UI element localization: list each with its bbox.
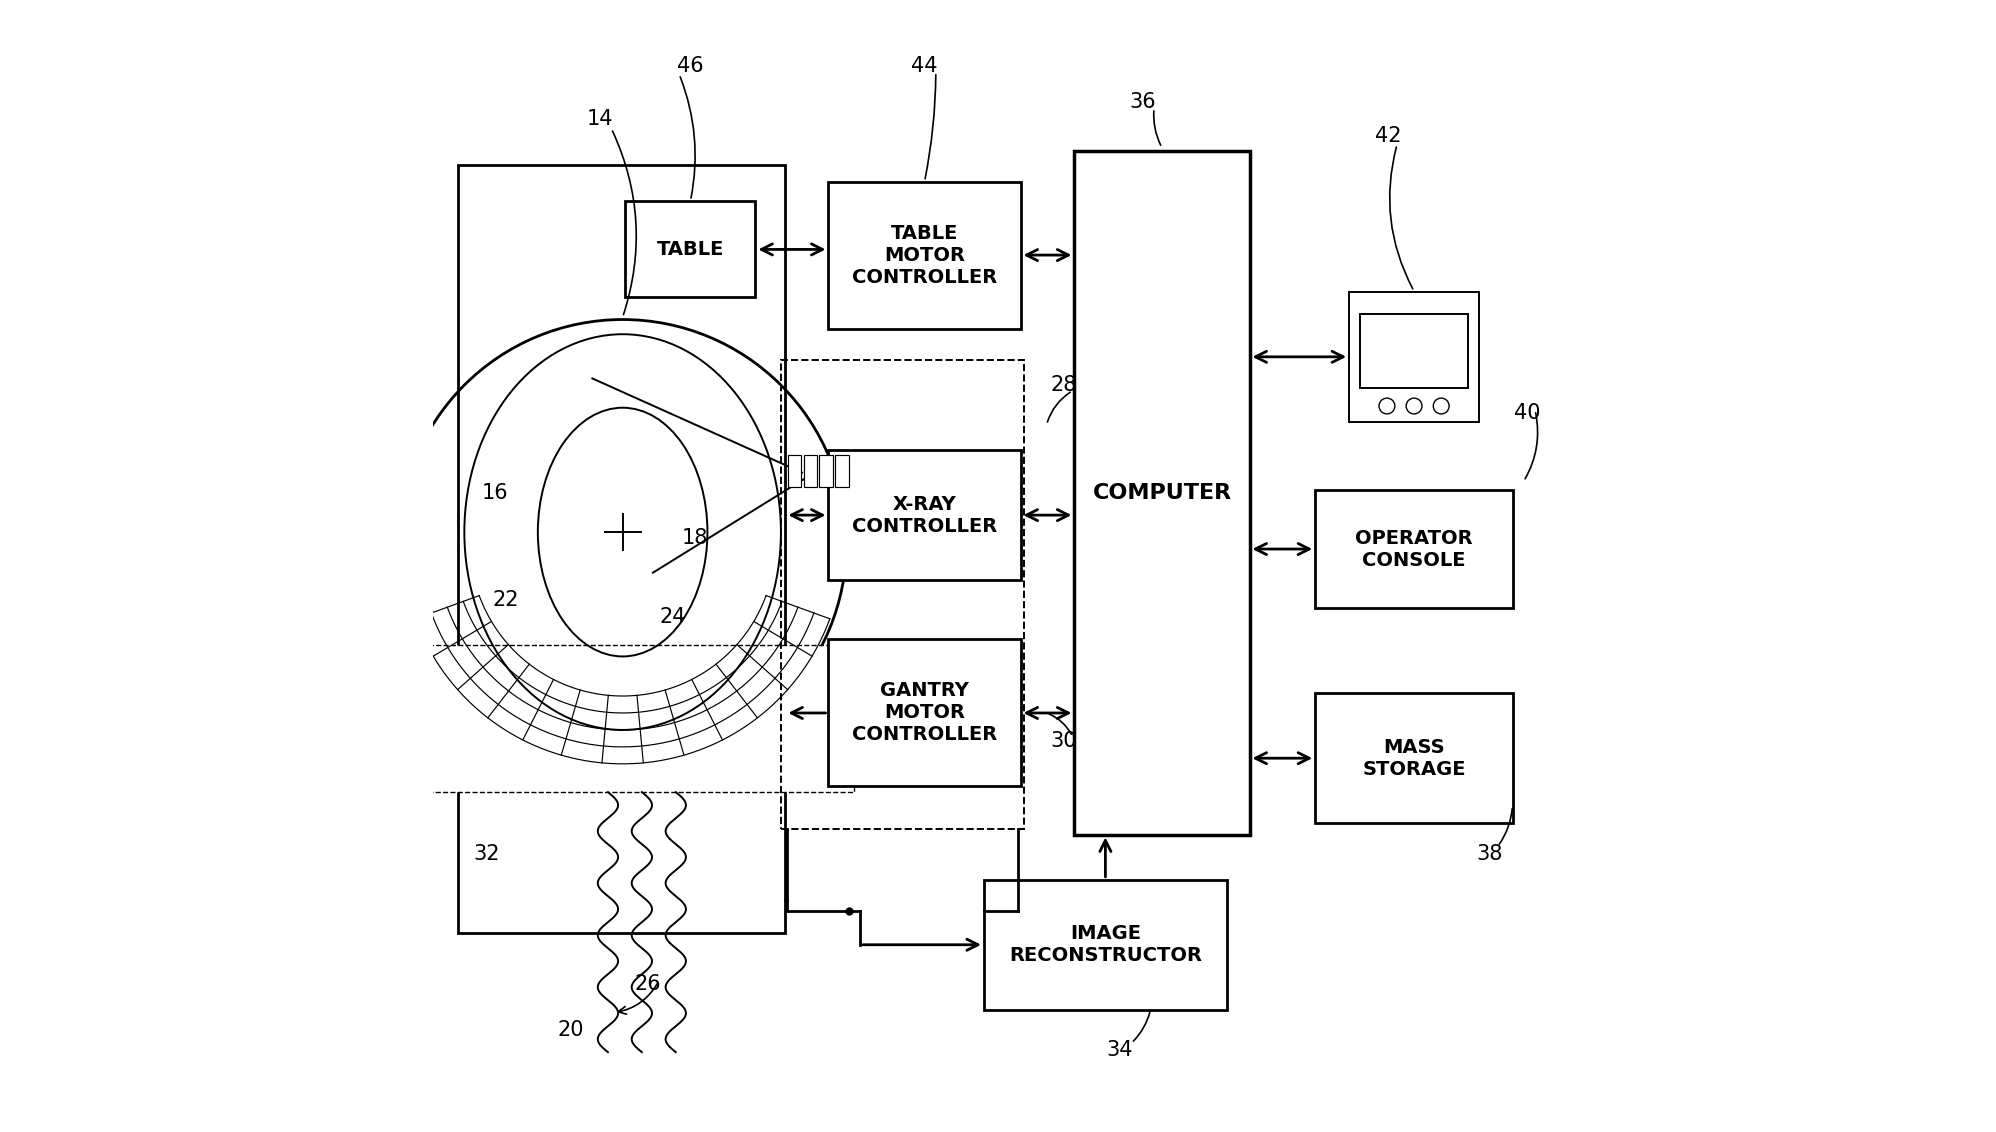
Text: 38: 38	[1477, 844, 1503, 865]
Text: 34: 34	[1108, 1040, 1134, 1060]
Bar	[788, 455, 800, 487]
Bar	[828, 181, 1020, 328]
Text: 14: 14	[587, 110, 613, 129]
Text: TABLE: TABLE	[657, 240, 725, 259]
Text: 46: 46	[677, 57, 705, 76]
Text: 32: 32	[473, 844, 501, 865]
Text: OPERATOR
CONSOLE: OPERATOR CONSOLE	[1355, 529, 1473, 569]
Text: 36: 36	[1130, 93, 1156, 112]
Bar	[1349, 292, 1479, 422]
Text: 20: 20	[557, 1020, 585, 1039]
Text: 44: 44	[912, 57, 938, 76]
Bar	[1315, 693, 1513, 823]
Bar	[820, 455, 832, 487]
Bar	[828, 451, 1020, 580]
Bar	[457, 164, 786, 934]
Text: 26: 26	[635, 975, 661, 994]
Bar	[984, 880, 1228, 1010]
Text: IMAGE
RECONSTRUCTOR: IMAGE RECONSTRUCTOR	[1008, 924, 1202, 966]
Text: 18: 18	[683, 528, 709, 548]
Text: 28: 28	[1050, 375, 1076, 395]
Text: COMPUTER: COMPUTER	[1092, 482, 1232, 503]
Bar	[834, 455, 848, 487]
Text: GANTRY
MOTOR
CONTROLLER: GANTRY MOTOR CONTROLLER	[852, 681, 998, 745]
Bar	[1315, 490, 1513, 608]
Text: X-RAY
CONTROLLER: X-RAY CONTROLLER	[852, 495, 998, 535]
Bar	[1074, 151, 1249, 834]
Text: MASS
STORAGE: MASS STORAGE	[1363, 738, 1465, 779]
Bar	[804, 455, 816, 487]
Text: 40: 40	[1513, 403, 1541, 423]
Text: 42: 42	[1375, 127, 1401, 146]
Text: TABLE
MOTOR
CONTROLLER: TABLE MOTOR CONTROLLER	[852, 224, 998, 286]
Text: 22: 22	[493, 590, 519, 610]
Bar	[828, 640, 1020, 787]
Bar	[625, 201, 754, 298]
Text: 24: 24	[659, 607, 687, 627]
Bar	[391, 645, 854, 792]
Text: 30: 30	[1050, 731, 1076, 752]
Bar	[1361, 315, 1467, 388]
Text: 16: 16	[481, 482, 509, 503]
Bar	[780, 360, 1024, 830]
